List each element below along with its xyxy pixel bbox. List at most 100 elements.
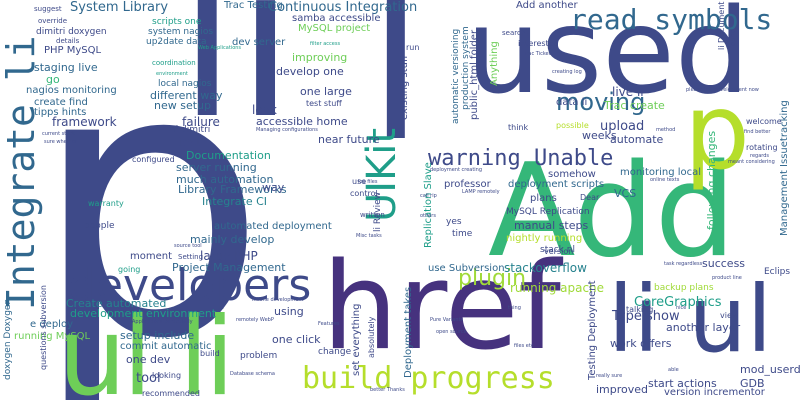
word-plugin: plugin [458,266,527,291]
word-mysql-project: MySQL project [298,23,371,34]
word-live-li: live li [612,85,644,99]
word-small-28: source tool [174,243,202,249]
word-small-12: files etc [514,343,534,349]
word-small-3: sure whether [44,139,77,145]
word-server-running: server running [176,161,257,174]
word-php-mysql: PHP MySQL [44,45,102,56]
word-framework: framework [52,115,117,129]
word-trac-create: Trac create [604,99,665,112]
word-near-future: near future [318,133,380,146]
word-small-36: environment [156,71,188,77]
word-testing-deployment: Testing Deployment [587,280,598,380]
word-upload: upload [600,119,645,134]
word-suggest: suggest [34,5,62,13]
word-development-environment: development environment [70,307,217,320]
word-different-way: different way [150,89,223,102]
word-following-changes: following changes [705,130,718,230]
word-problem: problem [240,351,278,361]
word-href: href [322,238,561,377]
word-written: written [360,211,385,219]
word-library-frameworks: Library Frameworks [178,183,287,196]
word-public-html-folder: public_html folder [469,29,480,120]
word-improving: improving [292,51,348,64]
word-automated-deployment: automated deployment [214,221,332,232]
word-control: control [350,189,378,198]
word-configured: configured [132,155,175,164]
word-running-apache: running apache [510,281,605,295]
word-small-26: Trac Ticket [524,51,551,57]
word-coregraphics: CoreGraphics [634,295,722,310]
word-continuous-integration: Continuous Integration [268,0,418,15]
word-develop-one: develop one [276,65,344,78]
word-time: time [452,229,473,239]
word-tipps-hints: tipps hints [34,107,87,118]
word-tool: tool [136,371,161,386]
word-one-dev: one dev [126,353,171,366]
word-data-li: data li [556,97,588,108]
word-much-automation: much automation [176,173,274,186]
word-version-incrementor: version incrementor [664,387,765,398]
word-scripts-one: scripts one [152,17,202,27]
word-another-layer: another layer [666,321,741,334]
word-small-38: Features [318,321,340,327]
word-small-10: Pure Variants [430,317,464,323]
word-vcs: VCS [614,187,637,200]
word-accessible-home: accessible home [256,115,348,128]
word-absolutely: absolutely [367,316,376,358]
word-small-33: creating log [552,69,582,75]
word-small-9: better Thanks [370,387,405,393]
word-somehow: somehow [548,169,596,180]
word-type-show: Type show [612,309,680,324]
word-moment: moment [130,251,173,262]
word-mysql-replication: MySQL Replication [506,207,590,217]
word-system-library: System Library [70,0,169,15]
word-small-24: log files [358,179,378,185]
word-add: Add [488,137,736,286]
word-samba-accessible: samba accessible [292,13,381,24]
word-yes: yes [446,217,462,227]
word-one-click: one click [272,333,321,346]
word-test-stuff: test stuff [306,99,342,108]
word-e-deploy: e deploy [30,319,73,330]
word-way: way [262,181,285,194]
word-new-setup: new setup [154,99,211,112]
word-people: people [84,221,115,231]
word-run: run [406,43,420,52]
word-create-find: create find [34,97,88,108]
word-stackoverflow: stackoverflow [504,261,587,275]
word-doxygen-doxygen: doxygen Doxygen [3,298,13,380]
word-talking: talking [626,305,654,314]
word-l-top: l [368,0,424,186]
word-rotating: rotating [746,143,778,152]
word-small-30: nice [676,305,687,311]
word-integrate-ci: Integrate CI [202,195,268,208]
word-questions-subversion: questions subversion [39,285,48,370]
word-set-everything: set everything [351,303,362,376]
word-small-27: Net [112,285,121,291]
word-small-13: please tell [686,87,712,93]
word-professor: professor [444,179,491,190]
word-change: change [318,347,352,357]
word-welcome: welcome [746,117,782,126]
word-dimitri-doxygen: dimitri doxygen [36,27,107,37]
word-small-2: current stack [42,131,75,137]
word-dear: Dear [580,193,600,202]
word-system-nagios: system nagios [148,27,214,37]
word-look: look [252,103,277,117]
word-small-6: remotely WebP [236,317,274,323]
word-setting: Setting [178,253,204,261]
word-mod-userdir: mod_userdir [740,363,800,376]
word-recommended: recommended [142,389,200,398]
word-eclips: Eclips [764,267,791,277]
word-small-21: deployment creating [430,167,483,173]
word-start-actions: start actions [648,377,717,390]
word-possible: possible [556,121,589,130]
word-small-15: meant considering [728,159,775,165]
word-small-16: find better [744,129,771,135]
word-small-8: Database schema [230,371,275,377]
word-small-19: product line [712,275,742,281]
word-anything: Anything [489,41,500,86]
word-warranty: warranty [88,199,124,208]
word-test: test [178,135,202,149]
word-read-symbols: read symbols [570,3,773,36]
